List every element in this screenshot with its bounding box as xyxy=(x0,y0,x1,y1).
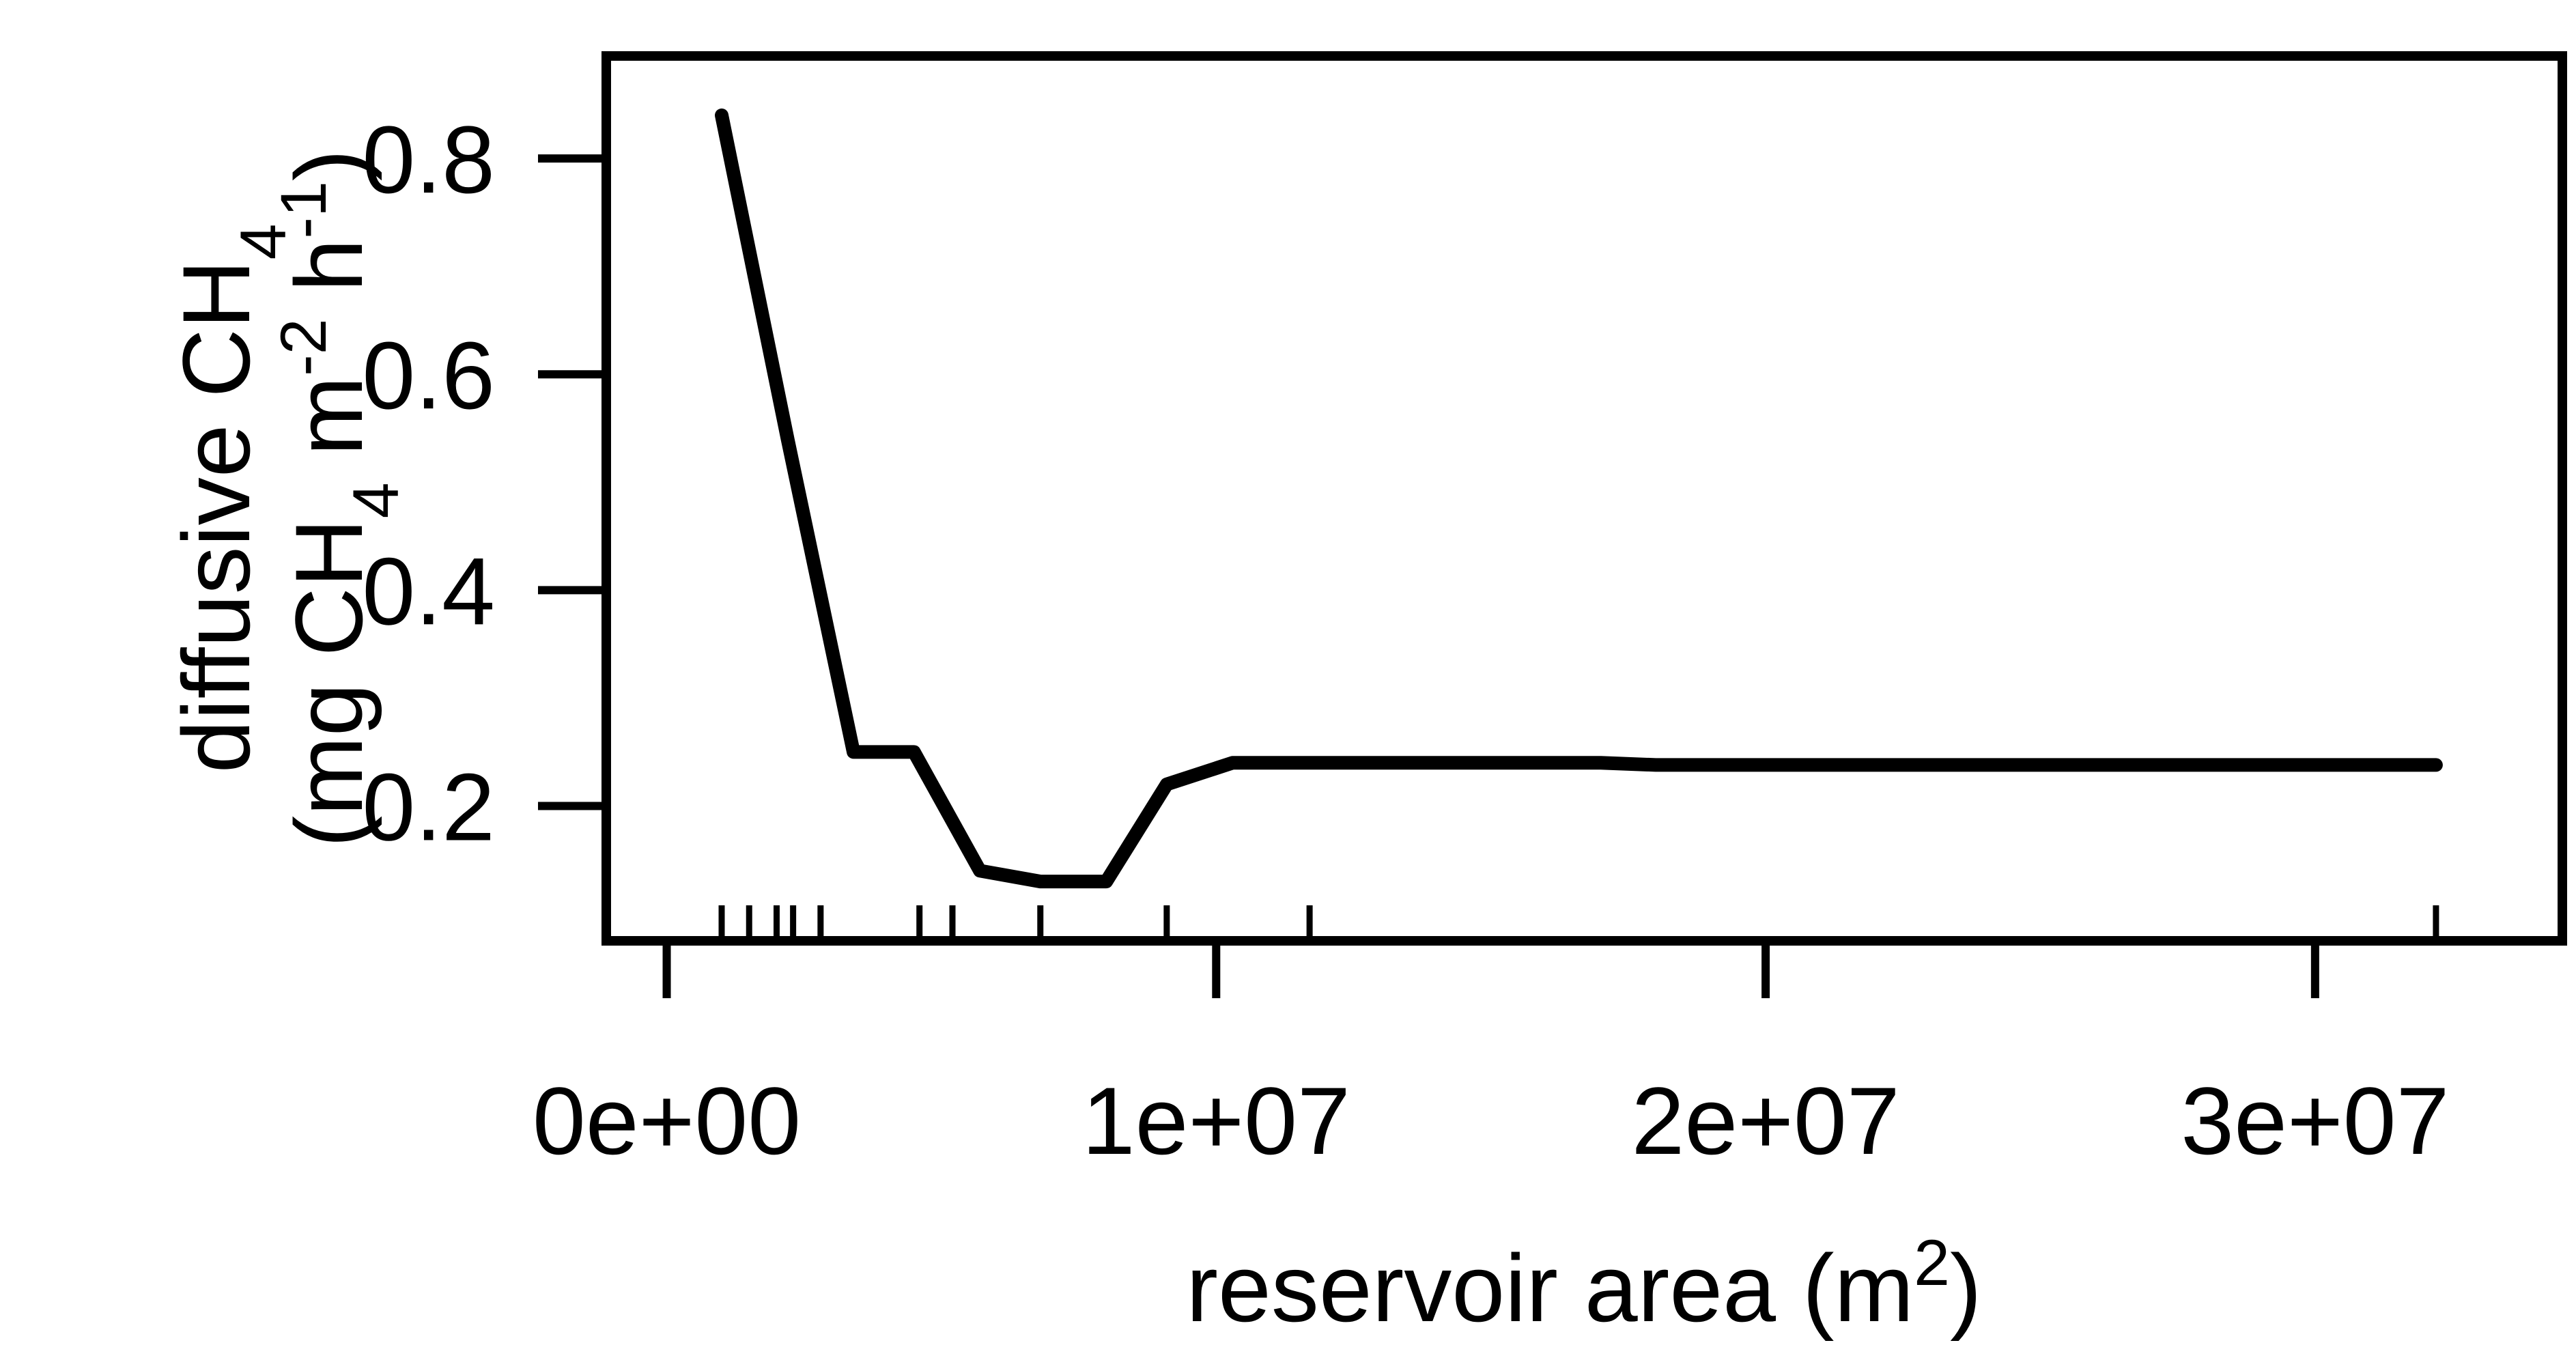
x-tick-label: 0e+00 xyxy=(533,1067,801,1174)
y-axis-title-line1: diffusive CH4 xyxy=(162,223,300,773)
x-axis: 0e+00 1e+07 2e+07 3e+07 xyxy=(533,941,2449,1174)
x-tick-label: 1e+07 xyxy=(1082,1067,1350,1174)
y-axis: 0.2 0.4 0.6 0.8 xyxy=(362,106,606,860)
x-tick-label: 2e+07 xyxy=(1631,1067,1899,1174)
y-tick-label: 0.8 xyxy=(362,106,495,213)
y-tick-label: 0.4 xyxy=(362,537,495,645)
y-tick-label: 0.2 xyxy=(362,753,495,860)
series-group xyxy=(715,108,2443,889)
x-axis-title: reservoir area (m2) xyxy=(1186,1227,1981,1342)
series-line xyxy=(715,108,2443,889)
rug-marks xyxy=(718,905,2439,941)
x-tick-label: 3e+07 xyxy=(2181,1067,2449,1174)
y-axis-title-line2: (mg CH4 m-2 h-1) xyxy=(268,150,412,848)
y-tick-label: 0.6 xyxy=(362,322,495,429)
plot-frame xyxy=(601,51,2567,946)
